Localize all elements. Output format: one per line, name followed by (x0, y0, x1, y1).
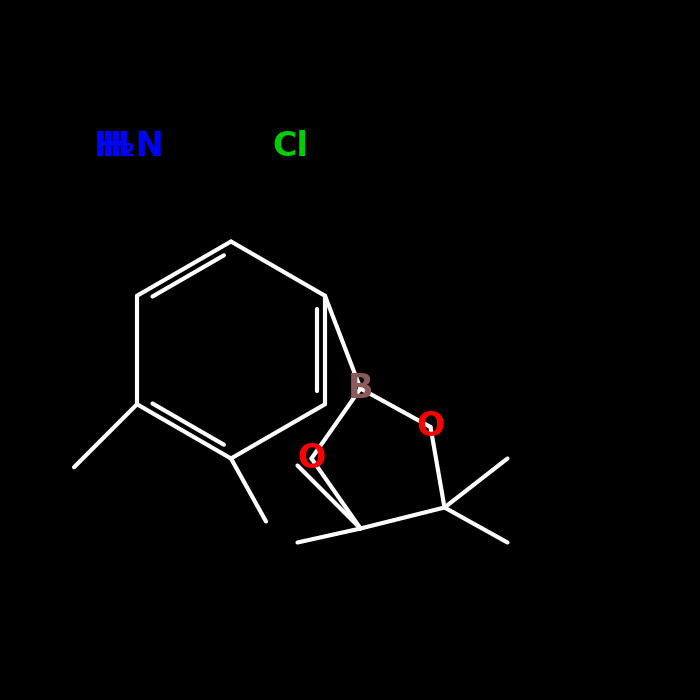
Text: H₂N: H₂N (94, 130, 165, 164)
Text: O: O (298, 442, 326, 475)
Text: Cl: Cl (272, 130, 309, 164)
Text: H: H (102, 130, 130, 164)
Text: O: O (416, 410, 444, 444)
Text: B: B (348, 372, 373, 405)
